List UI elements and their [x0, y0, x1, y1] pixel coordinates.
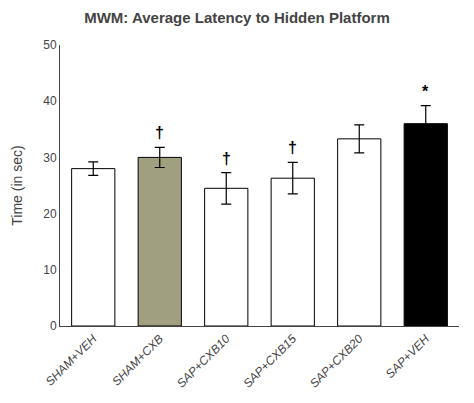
svg-text:10: 10 — [43, 263, 57, 277]
svg-text:†: † — [222, 150, 231, 167]
svg-text:SAP+CXB20: SAP+CXB20 — [307, 332, 366, 391]
svg-text:50: 50 — [43, 38, 57, 52]
svg-text:MWM: Average Latency to Hidden: MWM: Average Latency to Hidden Platform — [84, 9, 390, 26]
svg-text:Time (in sec): Time (in sec) — [9, 145, 25, 225]
svg-text:SHAM+CXB: SHAM+CXB — [109, 332, 166, 389]
svg-text:40: 40 — [43, 94, 57, 108]
svg-text:SAP+CXB15: SAP+CXB15 — [240, 332, 299, 391]
svg-text:SAP+VEH: SAP+VEH — [383, 332, 433, 382]
svg-text:30: 30 — [43, 151, 57, 165]
svg-text:0: 0 — [50, 319, 57, 333]
svg-text:†: † — [155, 124, 164, 141]
svg-text:†: † — [288, 139, 297, 156]
svg-text:20: 20 — [43, 207, 57, 221]
svg-text:SHAM+VEH: SHAM+VEH — [43, 332, 100, 389]
svg-text:*: * — [422, 83, 429, 100]
svg-text:SAP+CXB10: SAP+CXB10 — [174, 332, 233, 391]
